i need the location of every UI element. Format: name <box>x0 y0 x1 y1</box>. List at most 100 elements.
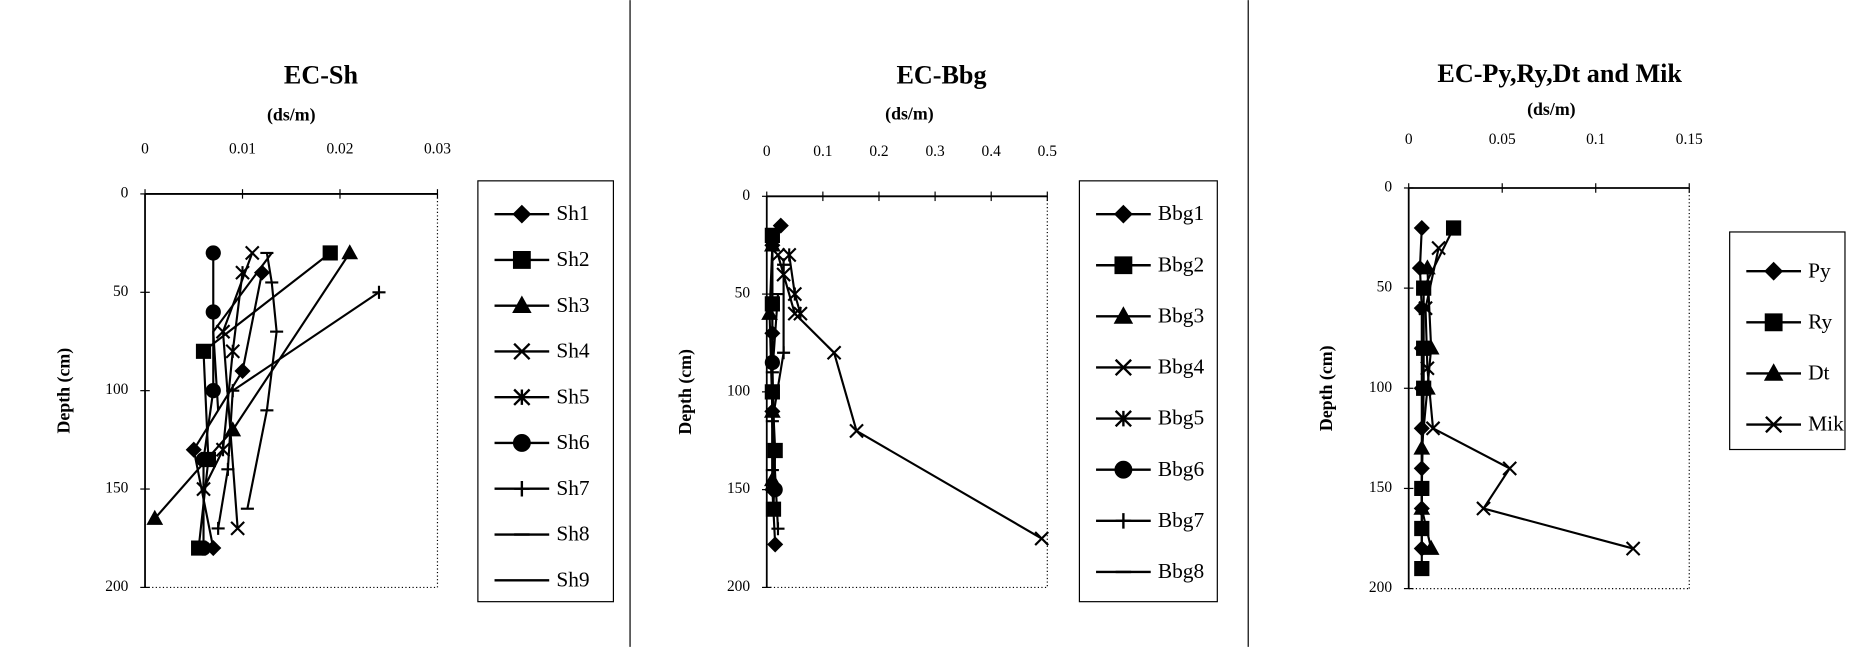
legend-label: Bbg3 <box>1158 303 1204 327</box>
data-point <box>1034 531 1049 546</box>
legend-marker <box>1765 415 1783 434</box>
series-line <box>246 252 278 509</box>
legend-box <box>477 180 615 603</box>
y-tick-label: 0 <box>121 184 129 201</box>
data-point <box>211 521 225 535</box>
data-point <box>826 345 842 361</box>
series-line <box>1420 268 1433 549</box>
legend-label: Sh3 <box>556 293 589 317</box>
legend-label: Mik <box>1808 412 1844 436</box>
chart-panel: EC-Sh (ds/m) Depth (cm) 0 0.01 0.02 0.03 0 50 100… <box>53 60 615 603</box>
legend-label: Sh8 <box>556 522 589 546</box>
legend-label: Sh2 <box>556 247 589 271</box>
legend-label: Bbg8 <box>1158 559 1204 583</box>
y-tick-label: 0 <box>1384 179 1392 196</box>
x-tick-label: 0.03 <box>424 140 451 157</box>
data-point <box>195 451 212 468</box>
x-tick-label: 0.4 <box>982 143 1002 160</box>
legend-marker <box>512 204 532 224</box>
data-point <box>761 304 778 320</box>
legend-label: Bbg5 <box>1158 406 1204 430</box>
chart-panel: EC-Py,Ry,Dt and Mik (ds/m) Depth (cm) 0 0.05… <box>1316 59 1846 596</box>
x-tick-label: 0.1 <box>813 143 832 160</box>
y-tick-label: 200 <box>1369 579 1392 596</box>
x-tick-label: 0.02 <box>326 140 353 157</box>
legend-label: Bbg1 <box>1158 201 1204 225</box>
series-line <box>212 252 273 411</box>
x-tick-label: 0.2 <box>869 143 888 160</box>
data-point <box>1445 220 1462 236</box>
legend-marker <box>512 434 531 452</box>
data-point <box>1419 379 1436 395</box>
y-axis-label: Depth (cm) <box>675 349 696 435</box>
legend-marker <box>512 250 531 269</box>
data-point <box>235 265 250 280</box>
data-point <box>767 536 784 553</box>
data-point <box>1418 300 1433 316</box>
data-point <box>770 247 786 263</box>
data-point <box>185 441 202 458</box>
data-point <box>764 227 780 244</box>
y-tick-label: 100 <box>105 381 128 398</box>
legend-box <box>1078 180 1218 603</box>
data-point <box>215 324 231 339</box>
legend-label: Sh4 <box>556 339 590 363</box>
data-point <box>195 343 212 359</box>
x-axis-label: (ds/m) <box>267 105 316 126</box>
y-tick-label: 0 <box>742 187 750 204</box>
data-point <box>1425 421 1441 436</box>
legend-label: Bbg4 <box>1158 355 1205 379</box>
x-tick-label: 0.1 <box>1586 131 1605 148</box>
legend-label: Sh6 <box>556 430 590 454</box>
legend-marker <box>512 295 532 314</box>
y-axis-label: Depth (cm) <box>53 348 74 434</box>
y-tick-label: 100 <box>727 382 750 399</box>
legend-label: Sh5 <box>556 384 589 408</box>
y-tick-label: 200 <box>727 578 750 595</box>
legend-label: Ry <box>1808 309 1832 333</box>
data-point <box>244 245 260 261</box>
legend-marker <box>513 342 531 361</box>
x-tick-label: 0.5 <box>1038 143 1058 160</box>
data-point <box>793 306 808 321</box>
data-point <box>1413 439 1431 455</box>
legend-label: Py <box>1808 258 1831 282</box>
legend-box <box>1729 231 1846 451</box>
data-point <box>215 442 231 457</box>
data-point <box>146 509 164 525</box>
data-point <box>777 258 791 272</box>
chart-title: EC-Sh <box>284 60 359 89</box>
x-tick-label: 0 <box>1405 131 1413 148</box>
legend-marker <box>1114 256 1133 275</box>
y-axis-label: Depth (cm) <box>1316 345 1337 431</box>
legend-marker <box>1114 460 1133 479</box>
y-tick-label: 50 <box>735 285 751 302</box>
data-point <box>1413 219 1430 237</box>
legend-label: Bbg7 <box>1158 508 1205 532</box>
data-point <box>372 285 386 299</box>
legend-label: Sh7 <box>556 476 590 500</box>
series-line <box>788 254 802 314</box>
legend-marker <box>1115 513 1132 529</box>
legend-label: Dt <box>1808 361 1829 385</box>
legend-marker <box>1113 204 1133 224</box>
legend-marker <box>513 388 531 406</box>
legend-marker <box>514 481 530 497</box>
legend-label: Sh1 <box>556 201 589 225</box>
data-point <box>1422 539 1440 555</box>
series-line <box>776 254 1043 540</box>
data-point <box>1414 560 1430 577</box>
chart-title: EC-Bbg <box>896 60 986 89</box>
data-point <box>226 384 240 398</box>
x-tick-label: 0 <box>763 143 771 160</box>
legend-marker <box>1764 261 1784 281</box>
y-tick-label: 50 <box>113 283 129 300</box>
y-tick-label: 150 <box>105 480 128 497</box>
data-point <box>224 421 242 437</box>
data-point <box>1413 499 1431 515</box>
data-point <box>1431 240 1446 256</box>
legend-marker <box>1113 306 1134 324</box>
data-point <box>221 462 235 476</box>
series-line <box>217 291 380 529</box>
data-point <box>849 423 864 439</box>
